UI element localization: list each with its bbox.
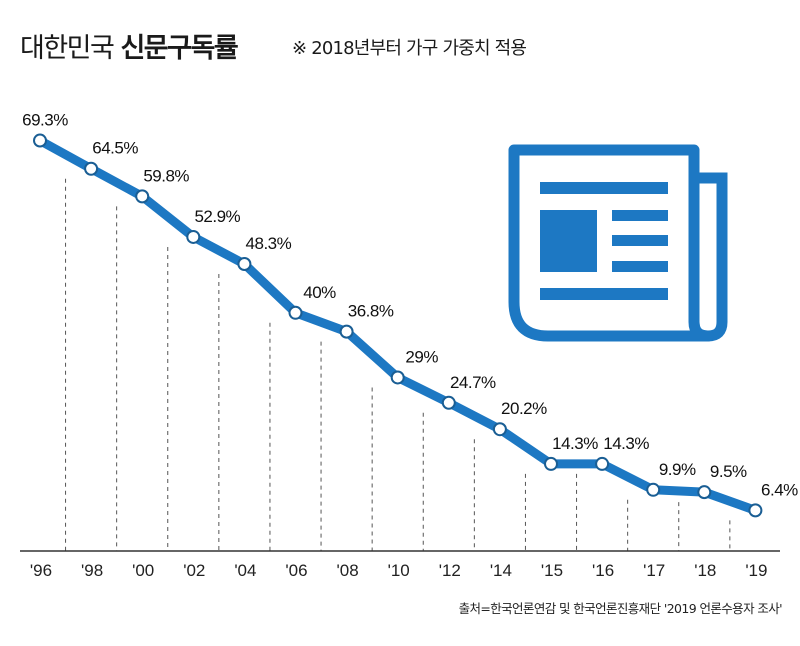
data-point: [84, 161, 99, 176]
newspaper-icon: [508, 144, 728, 342]
data-label: 20.2%: [501, 399, 547, 418]
chart-note: ※ 2018년부터 가구 가중치 적용: [292, 38, 527, 59]
data-point: [135, 189, 150, 204]
data-label: 24.7%: [450, 373, 496, 392]
data-labels: 69.3% 64.5% 59.8% 52.9% 48.3% 40% 36.8% 29% 24.7…: [22, 111, 799, 500]
x-tick-label: '18: [694, 561, 716, 580]
data-label: 29%: [405, 347, 438, 366]
data-markers: [33, 133, 763, 518]
data-point: [595, 456, 610, 471]
data-point: [544, 456, 558, 471]
title-regular: 대한민국: [20, 33, 115, 64]
x-tick-label: '17: [643, 561, 665, 580]
x-tick-label: '19: [745, 561, 767, 580]
data-label: 9.5%: [710, 462, 747, 481]
data-label: 9.9%: [659, 460, 696, 479]
source-note: 출처=한국언론연감 및 한국언론진흥재단 '2019 언론수용자 조사': [458, 601, 783, 616]
text-line-2: [612, 235, 668, 246]
data-label: 52.9%: [194, 207, 240, 226]
x-tick-labels: '96 '98 '00 '02 '04 '06 '08 '10 '12 '14 '15 '16 '17 '…: [30, 561, 768, 580]
x-tick-label: '15: [541, 561, 563, 580]
data-point: [646, 482, 661, 497]
x-tick-label: '96: [30, 561, 52, 580]
data-label: 59.8%: [143, 166, 189, 185]
data-label: 14.3%: [603, 434, 649, 453]
photo-block: [540, 210, 597, 272]
data-point: [237, 256, 252, 271]
data-label: 36.8%: [348, 302, 394, 321]
text-line-1: [612, 210, 668, 221]
title-bold: 신문구독률: [120, 33, 238, 64]
chart-title: 대한민국 신문구독률: [20, 26, 239, 65]
data-label: 6.4%: [761, 480, 798, 499]
data-label: 40%: [303, 283, 336, 302]
x-tick-label: '06: [285, 561, 307, 580]
headline-bar: [540, 182, 668, 194]
x-tick-label: '10: [388, 561, 410, 580]
data-point: [33, 133, 47, 148]
data-point: [186, 229, 201, 244]
data-label: 14.3%: [552, 434, 598, 453]
data-label: 69.3%: [22, 111, 68, 130]
x-tick-label: '16: [592, 561, 614, 580]
x-tick-label: '14: [490, 561, 512, 580]
data-label: 48.3%: [246, 234, 292, 253]
x-tick-label: '00: [132, 561, 154, 580]
x-tick-label: '12: [439, 561, 461, 580]
x-tick-label: '04: [234, 561, 256, 580]
data-point: [697, 485, 712, 500]
x-tick-label: '02: [183, 561, 205, 580]
footer-bar: [540, 288, 668, 300]
x-tick-label: '98: [81, 561, 103, 580]
data-label: 64.5%: [92, 139, 138, 158]
data-point: [748, 503, 763, 518]
x-tick-label: '08: [337, 561, 359, 580]
data-point: [492, 422, 507, 437]
data-point: [390, 370, 405, 385]
gridlines: [65, 178, 731, 551]
data-point: [441, 395, 456, 410]
data-point: [339, 324, 354, 339]
data-point: [288, 305, 303, 320]
text-line-3: [612, 261, 668, 272]
